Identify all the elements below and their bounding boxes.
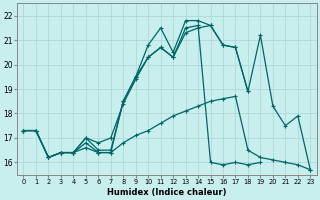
X-axis label: Humidex (Indice chaleur): Humidex (Indice chaleur) xyxy=(107,188,227,197)
